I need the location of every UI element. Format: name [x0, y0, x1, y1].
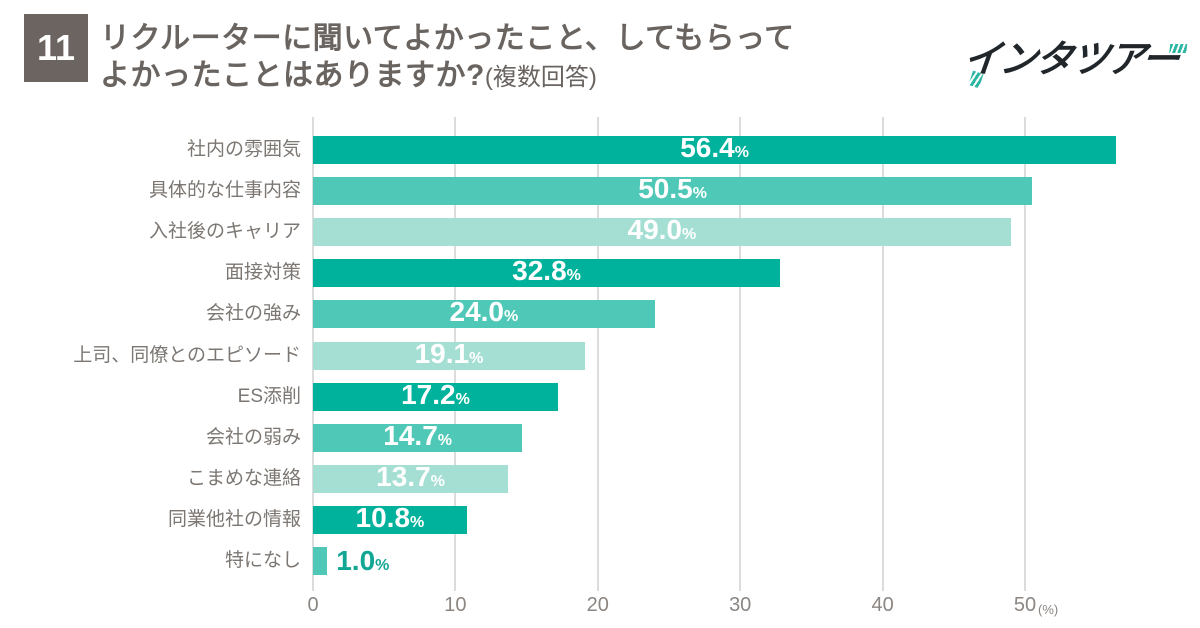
- category-label: 同業他社の情報: [167, 509, 301, 530]
- category-label: 特になし: [224, 550, 301, 571]
- bar: 32.8%: [313, 254, 781, 287]
- bar: 50.5%: [313, 172, 1033, 205]
- x-tick-label: 30: [729, 594, 752, 616]
- gridline: [881, 117, 884, 591]
- title-note: (複数回答): [484, 64, 597, 91]
- value-label: 19.1%: [414, 337, 484, 369]
- category-label: ES添削: [237, 386, 301, 407]
- title-line-1: リクルーターに聞いてよかったこと、してもらって: [100, 22, 795, 55]
- x-tick-label: 10: [444, 594, 467, 616]
- x-tick-label: 20: [586, 594, 609, 616]
- x-tick-label: 40: [871, 594, 894, 616]
- title-line-2-text: よかったことはありますか?: [100, 59, 485, 92]
- category-label: 社内の雰囲気: [186, 139, 301, 160]
- x-axis-unit-label: (%): [1038, 602, 1059, 617]
- bar: 56.4%: [313, 131, 1117, 164]
- category-label: 上司、同僚とのエピソード: [73, 345, 301, 366]
- page-title: リクルーターに聞いてよかったこと、してもらって よかったことはありますか?(複数…: [100, 20, 880, 96]
- value-label: 32.8%: [512, 254, 581, 286]
- category-label: 会社の強み: [205, 303, 301, 324]
- bar: 19.1%: [313, 337, 585, 370]
- value-label: 10.8%: [355, 501, 425, 533]
- gridline: [596, 117, 599, 591]
- value-label: 24.0%: [449, 295, 519, 327]
- gridline: [739, 117, 742, 591]
- bar: 24.0%: [313, 295, 655, 328]
- value-label: 1.0%: [336, 545, 390, 576]
- gridline: [1024, 117, 1026, 591]
- x-tick-label: 0: [307, 594, 319, 616]
- value-label: 13.7%: [376, 460, 445, 492]
- value-label: 56.4%: [680, 131, 749, 163]
- value-label: 14.7%: [383, 419, 453, 451]
- question-number-badge: 11: [24, 14, 88, 82]
- category-label: こまめな連絡: [186, 468, 301, 489]
- value-label: 49.0%: [627, 213, 697, 245]
- title-line-2: よかったことはありますか?(複数回答): [100, 57, 880, 96]
- bar: 13.7%: [313, 460, 509, 493]
- value-label: 50.5%: [638, 172, 707, 204]
- category-label: 入社後のキャリア: [148, 221, 301, 242]
- bar: 14.7%: [313, 419, 523, 452]
- value-label: 17.2%: [401, 378, 470, 410]
- x-tick-label: 50: [1013, 594, 1037, 616]
- bar: 17.2%: [313, 378, 558, 411]
- category-label: 会社の弱み: [205, 427, 301, 448]
- bar: 10.8%: [313, 501, 467, 534]
- category-label: 具体的な仕事内容: [148, 180, 301, 201]
- bar: 49.0%: [313, 213, 1011, 246]
- bar: [313, 547, 328, 575]
- question-number: 11: [36, 27, 76, 68]
- category-label: 面接対策: [224, 262, 301, 283]
